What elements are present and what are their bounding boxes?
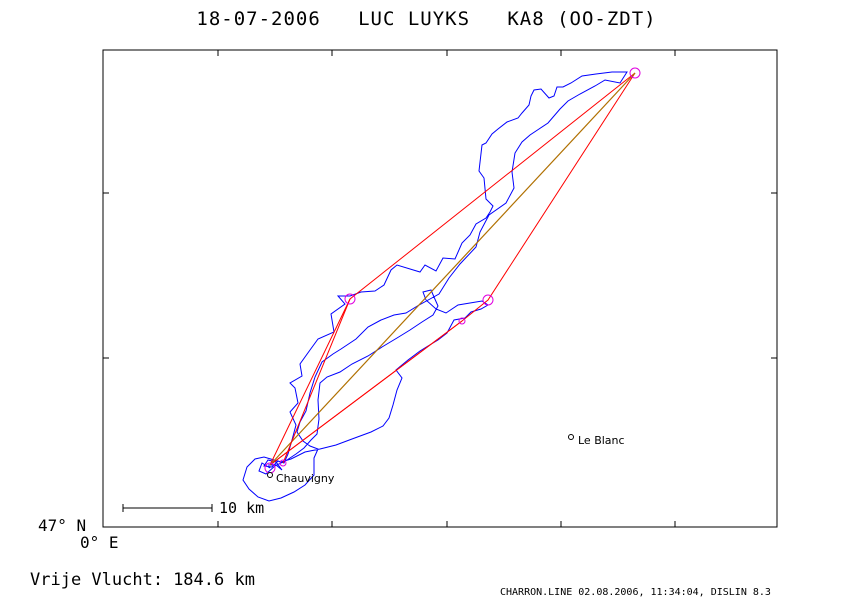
scale-bar <box>122 504 213 512</box>
place-marker <box>568 434 574 440</box>
closing-leg <box>269 320 463 466</box>
place-label-chauvigny: Chauvigny <box>276 472 335 485</box>
map-title: 18-07-2006 LUC LUYKS KA8 (OO-ZDT) <box>196 8 657 30</box>
longitude-label: 0° E <box>80 533 119 552</box>
place-marker <box>267 472 273 478</box>
turnpoint-marker <box>279 459 287 467</box>
turnpoint-marker <box>458 317 466 325</box>
place-label-le-blanc: Le Blanc <box>578 434 625 447</box>
footer-info: CHARRON.LINE 02.08.2006, 11:34:04, DISLI… <box>500 587 771 598</box>
second-leg <box>282 298 351 464</box>
free-flight-distance: Vrije Vlucht: 184.6 km <box>30 570 255 590</box>
distance-value: 184.6 km <box>173 570 255 590</box>
turnpoint-marker <box>629 67 641 79</box>
scale-label: 10 km <box>219 499 264 517</box>
latitude-label: 47° N <box>38 516 86 535</box>
axis-ticks <box>103 50 777 527</box>
map-frame <box>102 49 778 528</box>
baseline-leg <box>269 72 636 466</box>
turnpoint-marker <box>482 294 494 306</box>
distance-label: Vrije Vlucht: <box>30 570 164 590</box>
turnpoint-marker <box>344 293 356 305</box>
